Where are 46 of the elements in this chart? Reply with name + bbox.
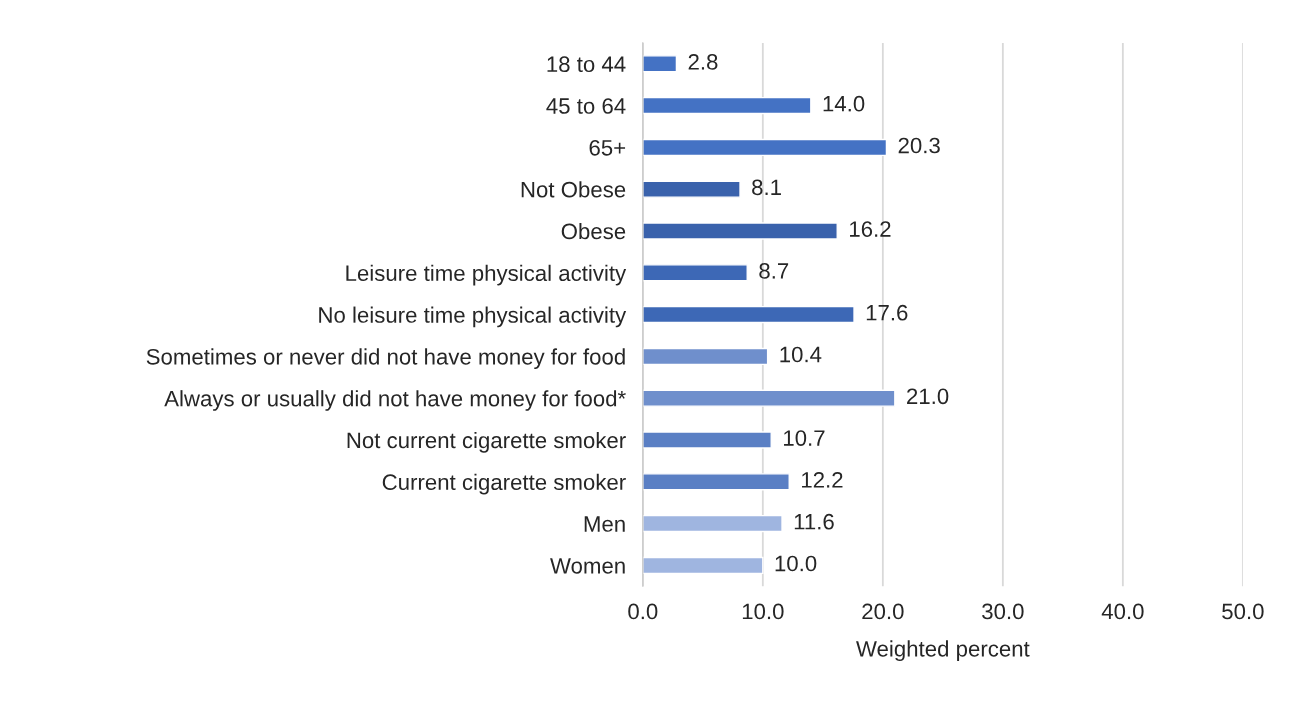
- y-tick-label: Not Obese: [521, 181, 626, 198]
- y-tick-label: Sometimes or never did not have money for food: [146, 348, 625, 370]
- y-tick-label: 65+: [589, 139, 626, 156]
- x-axis-title: Weighted percent: [856, 640, 1030, 662]
- data-label: 20.3: [898, 137, 940, 154]
- data-label: 8.7: [759, 263, 789, 279]
- bar: [642, 431, 772, 449]
- y-tick-label: Leisure time physical activity: [346, 264, 627, 286]
- data-label: 10.0: [775, 555, 817, 572]
- y-tick-label: No leisure time physical activity: [319, 306, 627, 328]
- bar: [642, 305, 855, 324]
- y-tick-label: 45 to 64: [546, 98, 626, 114]
- data-label: 10.7: [784, 430, 825, 446]
- data-label: 2.8: [688, 54, 718, 70]
- bar: [642, 556, 764, 575]
- x-tick-label: 30.0: [982, 603, 1024, 620]
- data-label: 16.2: [850, 221, 891, 237]
- y-tick-label: Obese: [561, 222, 626, 240]
- data-label: 8.1: [752, 179, 781, 196]
- bar: [642, 514, 783, 533]
- bar: [642, 473, 790, 491]
- bar: [642, 55, 678, 73]
- y-tick-label: Men: [584, 516, 625, 532]
- bar: [642, 180, 741, 198]
- y-tick-label: 18 to 44: [547, 56, 626, 73]
- data-label: 14.0: [823, 95, 865, 112]
- bar: [642, 96, 812, 115]
- bar: [642, 389, 896, 407]
- x-tick-label: 0.0: [628, 603, 658, 620]
- y-tick-label: Current cigarette smoker: [382, 473, 626, 495]
- data-label: 11.6: [794, 513, 834, 530]
- data-label: 10.4: [780, 346, 822, 363]
- x-tick-label: 10.0: [742, 603, 784, 620]
- x-tick-label: 50.0: [1222, 603, 1264, 620]
- data-label: 12.2: [802, 472, 843, 488]
- y-tick-label: Not current cigarette smoker: [347, 431, 626, 453]
- data-label: 17.6: [866, 304, 908, 321]
- bar: [642, 347, 769, 366]
- y-tick-label: Women: [550, 558, 625, 574]
- data-label: 21.0: [907, 388, 949, 405]
- bar: [642, 138, 888, 157]
- bar: [642, 222, 838, 240]
- x-tick-label: 20.0: [862, 603, 904, 620]
- x-tick-label: 40.0: [1101, 603, 1144, 620]
- bar: [642, 264, 748, 282]
- y-tick-label: Always or usually did not have money for food*: [164, 390, 626, 411]
